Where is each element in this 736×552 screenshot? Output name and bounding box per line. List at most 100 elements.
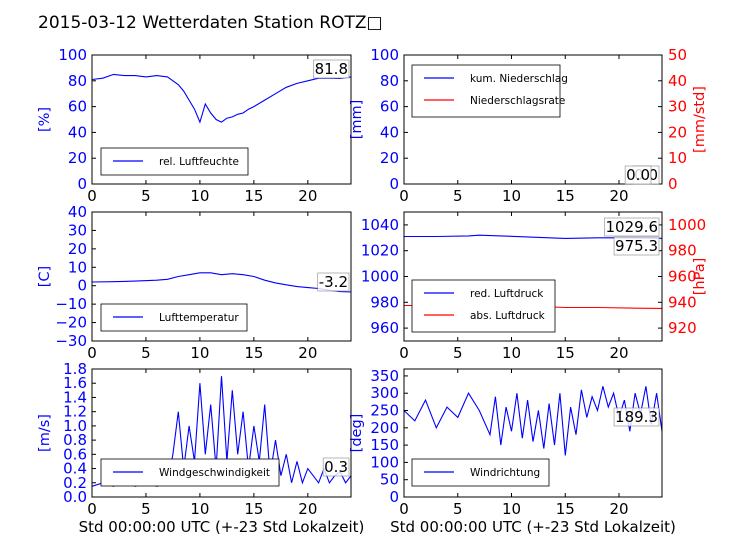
- legend-label: Windrichtung: [470, 467, 540, 479]
- plot-frame: [91, 211, 352, 342]
- legend: Windgeschwindigkeit: [100, 458, 280, 487]
- x-tick-label: 10: [190, 187, 209, 205]
- x-tick-label: 15: [556, 500, 575, 518]
- x-tick-label: 5: [141, 344, 151, 362]
- x-tick-label: 20: [298, 344, 317, 362]
- x-tick-label: 15: [244, 344, 263, 362]
- y-tick-label: 50: [380, 471, 399, 489]
- x-tick-label: 15: [244, 500, 263, 518]
- chart-panel-5: 0 5 10 15 20 0.00.20.40.60.81.01.21.41.61.8 [m…: [37, 360, 364, 536]
- y-tick-label: 40: [380, 123, 399, 141]
- y-right-tick-label: 40: [668, 72, 687, 90]
- y-right-tick-label: 940: [668, 293, 697, 311]
- y-axis-label: [deg]: [349, 414, 365, 453]
- x-tick-label: 15: [556, 344, 575, 362]
- x-tick-label: 20: [609, 500, 628, 518]
- plot-frame: [91, 368, 352, 498]
- legend: rel. Luftfeuchte: [100, 147, 249, 176]
- x-tick-label: 0: [399, 500, 409, 518]
- x-tick-label: 20: [609, 344, 628, 362]
- legend: Lufttemperatur: [100, 303, 248, 332]
- y-tick-label: 300: [370, 384, 399, 402]
- y-tick-label: 10: [68, 258, 87, 276]
- y-tick-label: 350: [370, 367, 399, 385]
- y-right-axis-label: [hPa]: [692, 258, 708, 295]
- x-axis-label: Std 00:00:00 UTC (+-23 Std Lokalzeit): [390, 518, 676, 536]
- y-tick-label: 0.4: [63, 460, 87, 478]
- current-value-box: [604, 217, 660, 237]
- y-tick-label: 80: [68, 72, 87, 90]
- current-value-label: 1029.6: [606, 218, 659, 236]
- legend-box: [411, 64, 561, 118]
- plot-frame: [403, 368, 663, 498]
- legend-box: [100, 458, 280, 487]
- y-tick-label: 1.4: [63, 388, 87, 406]
- series-line-1: [92, 272, 351, 293]
- current-value-box: [613, 407, 660, 427]
- y-tick-label: 150: [370, 436, 399, 454]
- y-tick-label: 100: [58, 46, 87, 64]
- current-value-box: [613, 236, 660, 256]
- legend-label: rel. Luftfeuchte: [159, 156, 239, 168]
- x-tick-label: 20: [298, 187, 317, 205]
- y-right-tick-label: 20: [668, 123, 687, 141]
- y-tick-label: 0: [389, 488, 399, 506]
- y-tick-label: 20: [68, 240, 87, 258]
- legend: red. Luftdruck abs. Luftdruck: [411, 279, 556, 333]
- x-tick-label: 0: [399, 187, 409, 205]
- y-tick-label: 40: [68, 123, 87, 141]
- y-axis-label: [%]: [37, 107, 53, 132]
- y-tick-label: −30: [55, 332, 87, 350]
- x-tick-label: 10: [502, 500, 521, 518]
- y-tick-label: 1040: [361, 216, 399, 234]
- x-tick-label: 10: [502, 344, 521, 362]
- y-tick-label: 1000: [361, 268, 399, 286]
- legend: kum. Niederschlag Niederschlagsrate: [411, 64, 568, 118]
- y-tick-label: −10: [55, 295, 87, 313]
- x-axis-label: Std 00:00:00 UTC (+-23 Std Lokalzeit): [79, 518, 365, 536]
- x-tick-label: 0: [87, 187, 97, 205]
- current-value-box: [624, 165, 652, 185]
- series-line-1: [404, 234, 662, 239]
- y-right-tick-label: 10: [668, 149, 687, 167]
- y-tick-label: 1.8: [63, 360, 87, 378]
- y-right-tick-label: 980: [668, 242, 697, 260]
- y-axis-label: [C]: [37, 266, 53, 287]
- y-tick-label: 40: [68, 203, 87, 221]
- y-tick-label: 250: [370, 402, 399, 420]
- y-tick-label: 960: [370, 319, 399, 337]
- current-value-label: 81.8: [315, 60, 348, 78]
- x-tick-label: 15: [556, 187, 575, 205]
- y-axis-label: [m/s]: [37, 414, 53, 452]
- y-right-tick-label: 0: [668, 175, 678, 193]
- x-tick-label: 5: [141, 187, 151, 205]
- current-value-label: -3.2: [319, 273, 348, 291]
- chart-panel-2: 0 5 10 15 20 0 20 40 60 80 100 0 10 20 30 40 50 [mm] [mm/s…: [349, 46, 708, 205]
- x-tick-label: 5: [453, 500, 463, 518]
- y-tick-label: 20: [380, 149, 399, 167]
- plot-frame: [91, 54, 352, 185]
- y-tick-label: 30: [68, 221, 87, 239]
- y-tick-label: 0: [389, 175, 399, 193]
- y-right-tick-label: 1000: [668, 216, 706, 234]
- y-tick-label: 980: [370, 293, 399, 311]
- current-value-label: 0.3: [324, 458, 348, 476]
- series-line-1: [92, 73, 351, 124]
- y-tick-label: 0.6: [63, 445, 87, 463]
- x-tick-label: 20: [609, 187, 628, 205]
- x-tick-label: 5: [453, 187, 463, 205]
- y-right-axis-label: [mm/std]: [692, 86, 708, 153]
- legend: Windrichtung: [411, 458, 550, 487]
- chart-panel-1: 0 5 10 15 20 0 20 40 60 80 100 [%] rel. Luftfeuchte 8…: [37, 46, 352, 205]
- y-tick-label: 0: [77, 277, 87, 295]
- y-tick-label: −20: [55, 314, 87, 332]
- y-tick-label: 60: [68, 98, 87, 116]
- legend-label: Niederschlagsrate: [470, 95, 565, 107]
- y-tick-label: 1.6: [63, 374, 87, 392]
- legend-label: red. Luftdruck: [470, 288, 544, 300]
- figure-title: 2015-03-12 Wetterdaten Station ROTZ□: [38, 13, 383, 33]
- current-value-box: [322, 457, 350, 477]
- legend-label: abs. Luftdruck: [470, 310, 546, 322]
- y-tick-label: 20: [68, 149, 87, 167]
